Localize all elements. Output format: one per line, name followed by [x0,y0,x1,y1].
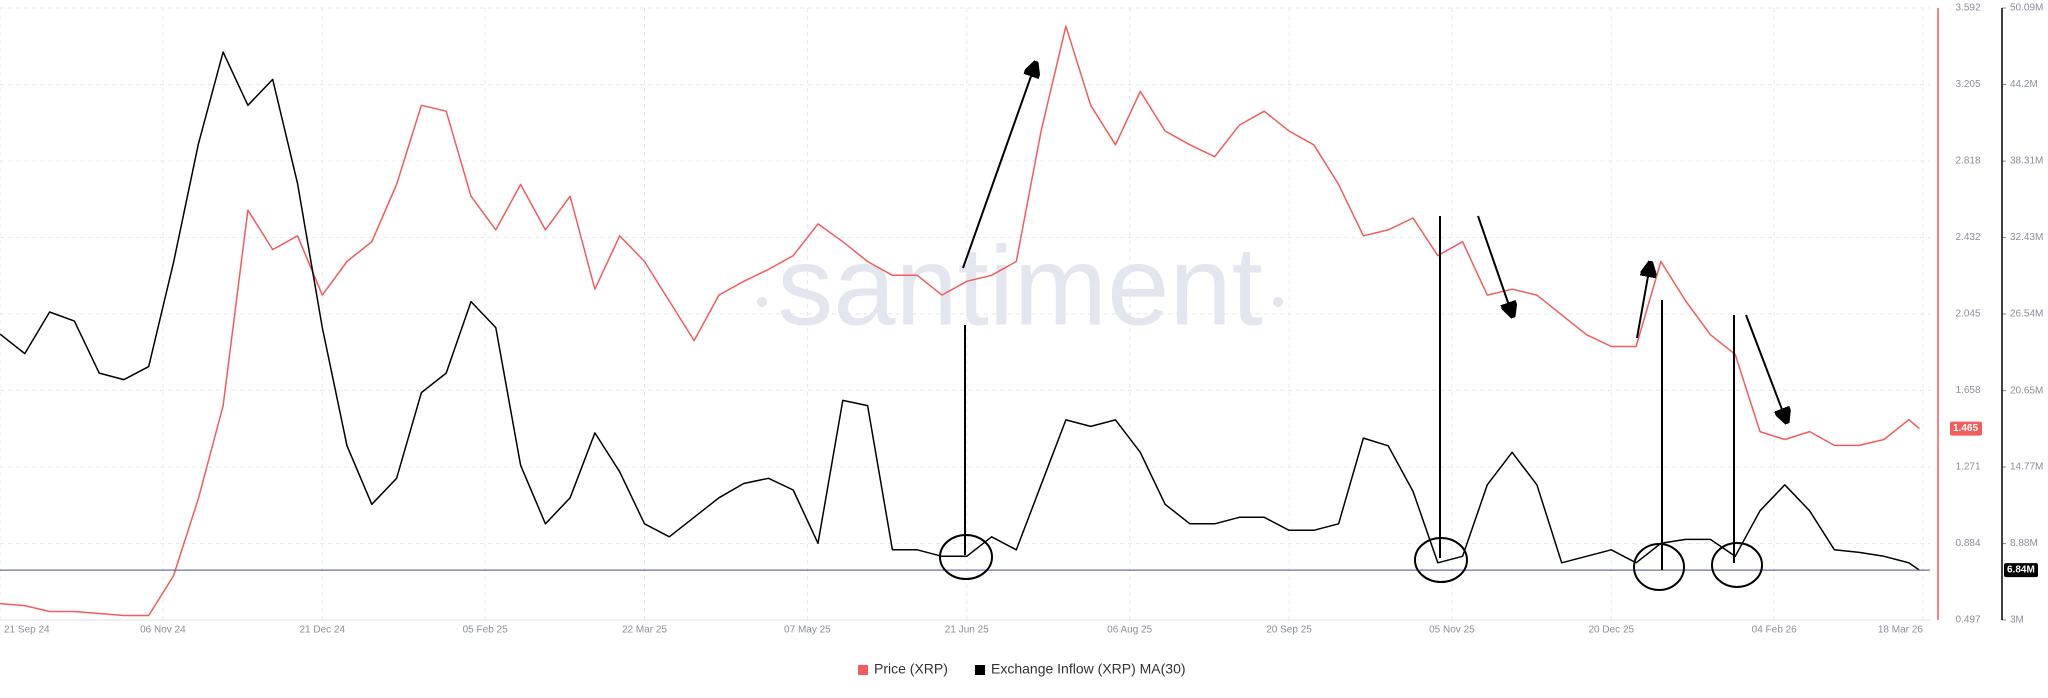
circle [1414,537,1468,583]
series-line [0,51,1920,571]
y2-tick-label: 20.65M [2010,385,2043,396]
arrow [1636,265,1650,339]
y2-tick-label: 14.77M [2010,462,2043,473]
current-value-box [1950,421,1982,436]
x-tick-label: 21 Jun 25 [945,625,989,636]
arrow [1745,314,1786,420]
circle [1633,543,1685,591]
x-tick-label: 05 Feb 25 [463,625,508,636]
y2-tick-label: 26.54M [2010,309,2043,320]
y2-tick-label: 38.31M [2010,156,2043,167]
x-tick-label: 05 Nov 25 [1429,625,1475,636]
y-tick-label: 1.658 [1955,385,1980,396]
y-tick-label: 2.818 [1955,156,1980,167]
y2-tick-label: 44.2M [2010,79,2038,90]
circle [939,534,993,580]
arrow [1477,215,1512,314]
current-value-box [2004,563,2038,578]
y2-tick-label: 32.43M [2010,232,2043,243]
y-tick-label: 1.271 [1955,462,1980,473]
watermark-dot [1273,297,1283,307]
y-tick-label: 3.205 [1955,79,1980,90]
annotations [939,65,1786,591]
y-tick-label: 3.592 [1955,3,1980,14]
x-tick-label: 07 May 25 [784,625,831,636]
legend-swatch [975,665,985,675]
x-tick-label: 04 Feb 26 [1752,625,1797,636]
x-tick-label: 20 Dec 25 [1588,625,1634,636]
y2-tick-label: 3M [2010,615,2024,626]
arrow [962,65,1035,269]
legend-swatch [858,665,868,675]
series-line [0,25,1920,617]
y-tick-label: 0.884 [1955,538,1980,549]
circle [1711,542,1763,588]
x-tick-label: 20 Sep 25 [1266,625,1312,636]
x-tick-label: 22 Mar 25 [622,625,667,636]
x-tick-label: 06 Nov 24 [140,625,186,636]
x-tick-label: 18 Mar 26 [1878,625,1923,636]
legend-label: Exchange Inflow (XRP) MA(30) [991,661,1186,677]
y-tick-label: 0.497 [1955,615,1980,626]
legend-label: Price (XRP) [874,661,948,677]
watermark-dot [757,297,767,307]
y2-tick-label: 50.09M [2010,3,2043,14]
x-tick-label: 21 Sep 24 [4,625,50,636]
y2-tick-label: 8.88M [2010,538,2038,549]
current-value-label: 1.465 [1953,423,1978,434]
y-tick-label: 2.432 [1955,232,1980,243]
x-tick-label: 06 Aug 25 [1107,625,1152,636]
y-tick-label: 2.045 [1955,309,1980,320]
x-tick-label: 21 Dec 24 [299,625,345,636]
current-value-label: 6.84M [2007,565,2035,576]
